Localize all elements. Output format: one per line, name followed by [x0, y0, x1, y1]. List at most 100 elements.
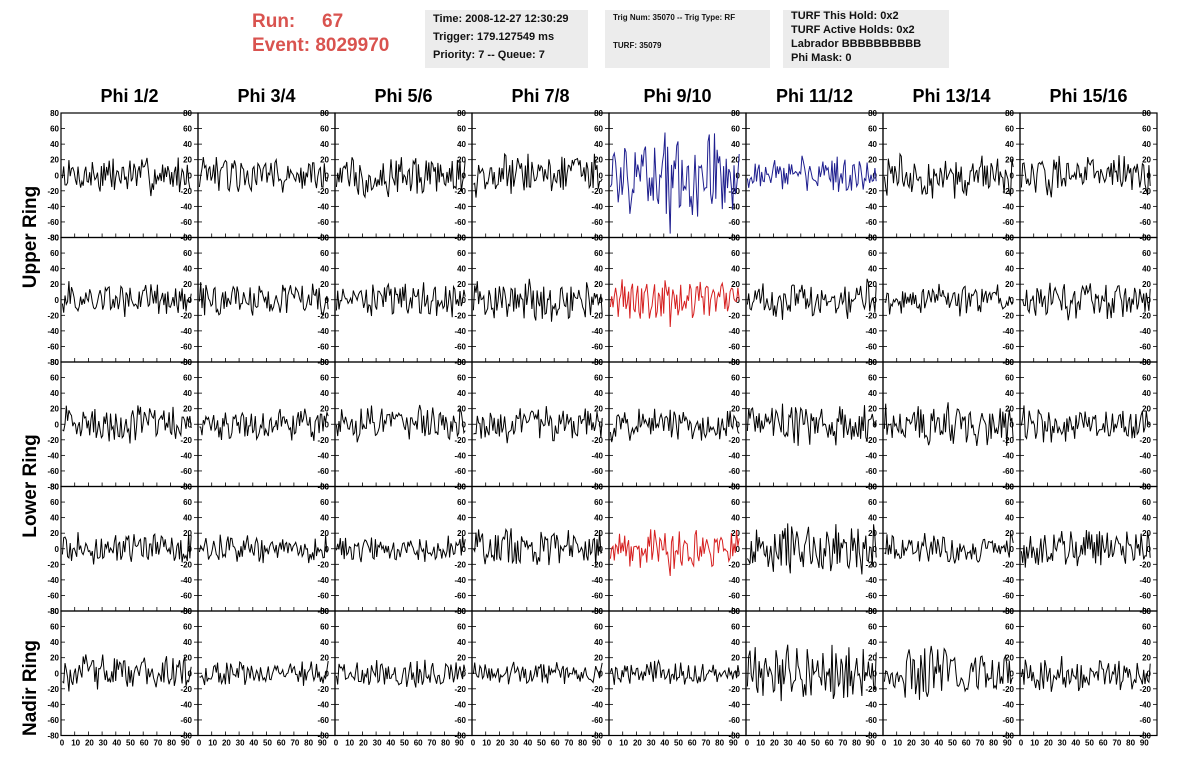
y-tick-label: 20	[1005, 654, 1014, 663]
y-tick-label: 20	[320, 405, 329, 414]
x-tick-label: 90	[729, 739, 738, 748]
y-tick-label: 20	[320, 654, 329, 663]
y-tick-label: 40	[50, 514, 59, 523]
waveform-trace	[746, 278, 877, 320]
y-tick-label: -40	[1139, 202, 1151, 211]
y-tick-label: -20	[454, 187, 466, 196]
y-tick-label: 0	[325, 420, 330, 429]
x-tick-label: 20	[770, 739, 779, 748]
y-tick-label: 0	[736, 545, 741, 554]
waveform-trace	[198, 534, 329, 564]
y-tick-label: 0	[1147, 545, 1152, 554]
waveform-trace	[884, 283, 1014, 317]
x-tick-label: 60	[277, 739, 286, 748]
y-tick-label: -40	[728, 700, 740, 709]
y-tick-label: 60	[868, 374, 877, 383]
y-tick-label: 20	[320, 280, 329, 289]
y-tick-label: 20	[183, 156, 192, 165]
time-text: Time: 2008-12-27 12:30:29	[433, 13, 569, 25]
waveform-trace	[609, 658, 740, 685]
panel-frame	[608, 361, 747, 488]
x-tick-label: 30	[236, 739, 245, 748]
y-tick-label: 0	[55, 296, 60, 305]
x-tick-label: 80	[578, 739, 587, 748]
waveform-trace	[1021, 282, 1151, 321]
y-tick-label: -20	[1139, 685, 1151, 694]
y-tick-label: -20	[591, 187, 603, 196]
phi-mask-text: Phi Mask: 0	[791, 52, 852, 64]
x-tick-label: 50	[1085, 739, 1094, 748]
y-tick-label: -20	[1139, 560, 1151, 569]
y-tick-label: 0	[736, 420, 741, 429]
x-tick-label: 50	[948, 739, 957, 748]
y-tick-label: 40	[457, 514, 466, 523]
y-tick-label: -80	[180, 732, 192, 741]
y-tick-label: 40	[183, 140, 192, 149]
y-tick-label: 60	[320, 249, 329, 258]
y-tick-label: -20	[317, 436, 329, 445]
x-tick-label: 70	[153, 739, 162, 748]
x-tick-label: 0	[197, 739, 202, 748]
y-tick-label: 40	[731, 638, 740, 647]
y-tick-label: -40	[47, 700, 59, 709]
y-tick-label: -60	[454, 591, 466, 600]
y-tick-label: 20	[868, 405, 877, 414]
x-tick-label: 20	[222, 739, 231, 748]
y-tick-label: 80	[457, 483, 466, 492]
y-tick-label: 20	[868, 654, 877, 663]
y-tick-label: -60	[865, 591, 877, 600]
y-tick-label: 80	[1005, 483, 1014, 492]
y-tick-label: 20	[457, 529, 466, 538]
waveform-trace	[609, 408, 740, 443]
y-tick-label: 80	[868, 358, 877, 367]
y-tick-label: -60	[180, 342, 192, 351]
waveform-trace	[61, 157, 192, 197]
column-title: Phi 9/10	[643, 86, 712, 106]
y-tick-label: -40	[454, 451, 466, 460]
y-tick-label: -20	[180, 311, 192, 320]
y-tick-label: 20	[731, 156, 740, 165]
y-tick-label: -20	[1002, 187, 1014, 196]
y-tick-label: 60	[1142, 125, 1151, 134]
y-tick-label: -20	[865, 560, 877, 569]
y-tick-label: 60	[868, 249, 877, 258]
run-event-box: Run: 67 Event: 8029970	[252, 10, 422, 58]
y-tick-label: 60	[50, 623, 59, 632]
y-tick-label: 20	[50, 405, 59, 414]
y-tick-label: -40	[47, 451, 59, 460]
y-tick-label: -40	[591, 451, 603, 460]
y-tick-label: -60	[1139, 342, 1151, 351]
x-tick-label: 50	[537, 739, 546, 748]
x-tick-label: 90	[455, 739, 464, 748]
y-tick-label: -20	[1139, 311, 1151, 320]
y-tick-label: 20	[731, 529, 740, 538]
y-tick-label: -20	[180, 560, 192, 569]
x-tick-label: 80	[167, 739, 176, 748]
panel-frame	[745, 112, 884, 239]
y-tick-label: 80	[1142, 607, 1151, 616]
waveform-trace	[473, 152, 603, 198]
y-tick-label: -20	[47, 685, 59, 694]
y-tick-label: 80	[50, 607, 59, 616]
waveform-trace	[746, 403, 877, 446]
y-tick-label: 0	[462, 296, 467, 305]
y-tick-label: 80	[868, 109, 877, 118]
y-tick-label: 60	[594, 374, 603, 383]
y-tick-label: 40	[320, 638, 329, 647]
y-tick-label: 0	[599, 669, 604, 678]
y-tick-label: -20	[591, 560, 603, 569]
y-tick-label: -20	[865, 685, 877, 694]
x-tick-label: 10	[619, 739, 628, 748]
y-tick-label: 80	[457, 358, 466, 367]
x-tick-label: 70	[427, 739, 436, 748]
y-tick-label: -40	[1139, 576, 1151, 585]
y-tick-label: 80	[1142, 234, 1151, 243]
waveform-trace	[199, 660, 329, 686]
y-tick-label: -40	[47, 327, 59, 336]
y-tick-label: 60	[594, 498, 603, 507]
y-tick-label: 20	[594, 529, 603, 538]
x-tick-label: 20	[907, 739, 916, 748]
y-tick-label: 40	[868, 140, 877, 149]
x-tick-label: 80	[441, 739, 450, 748]
x-tick-label: 70	[975, 739, 984, 748]
